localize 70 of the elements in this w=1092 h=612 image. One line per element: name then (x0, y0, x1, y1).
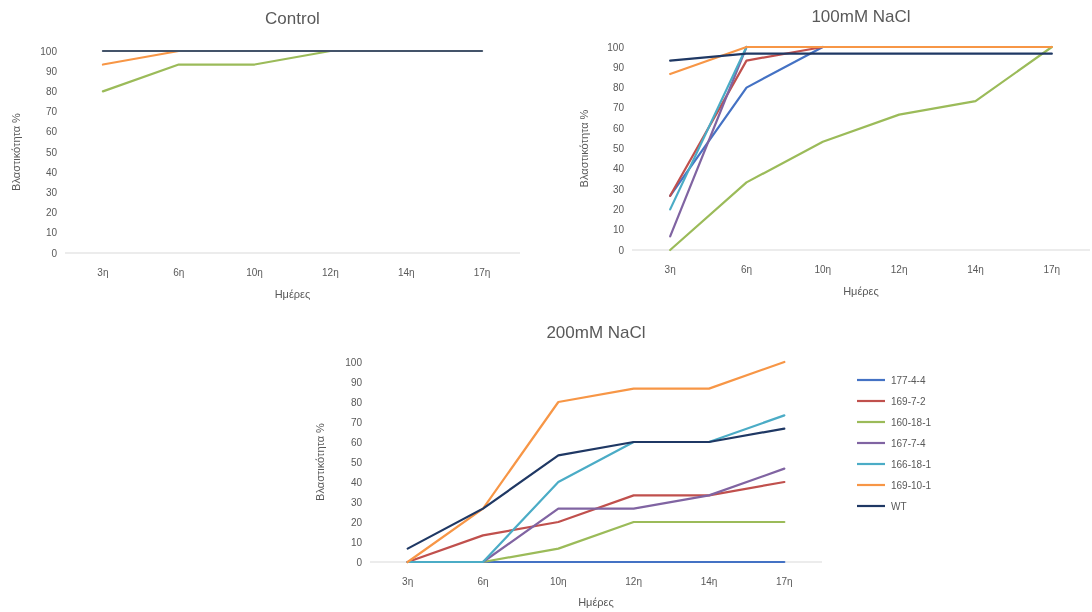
y-tick-label: 0 (356, 556, 363, 568)
legend-label: 177-4-4 (891, 374, 926, 386)
y-tick-label: 20 (45, 207, 58, 219)
y-tick-label: 30 (350, 496, 363, 508)
x-tick-label: 17η (1043, 264, 1061, 275)
y-tick-label: 50 (612, 143, 625, 154)
y-axis-title: Βλαστικότητα % (10, 112, 22, 191)
x-tick-label: 6η (740, 264, 753, 275)
y-tick-label: 90 (350, 376, 363, 388)
x-tick-label: 6η (173, 267, 185, 278)
line-series (669, 45, 1053, 252)
x-tick-label: 14η (397, 267, 415, 278)
x-tick-label: 14η (700, 576, 718, 587)
y-tick-label: 80 (45, 85, 58, 97)
y-tick-label: 60 (350, 436, 363, 448)
y-tick-label: 100 (607, 41, 625, 53)
x-tick-label: 3η (402, 576, 414, 587)
legend-label: 166-18-1 (891, 458, 932, 470)
y-tick-label: 20 (350, 516, 363, 528)
y-tick-label: 10 (45, 227, 58, 239)
y-tick-label: 40 (45, 166, 58, 178)
y-tick-label: 40 (612, 163, 625, 175)
legend-label: 167-7-4 (891, 437, 926, 449)
line-series (406, 360, 786, 564)
legend-label: 169-7-2 (891, 395, 926, 407)
y-tick-label: 90 (612, 61, 625, 73)
y-tick-label: 70 (612, 102, 625, 114)
x-tick-label: 17η (775, 576, 793, 587)
x-axis-title: Ημέρες (578, 596, 614, 608)
y-tick-label: 90 (45, 65, 58, 77)
y-tick-label: 100 (345, 356, 363, 368)
y-axis-title: Βλαστικότητα % (578, 109, 590, 188)
y-tick-label: 60 (45, 126, 58, 138)
y-tick-label: 0 (618, 244, 625, 256)
y-tick-label: 0 (51, 247, 58, 259)
y-tick-label: 80 (350, 396, 363, 408)
legend-label: 169-10-1 (891, 479, 932, 491)
y-tick-label: 40 (350, 476, 363, 488)
chart-title: Control (265, 9, 320, 28)
x-axis-title: Ημέρες (274, 288, 311, 300)
x-tick-label: 14η (967, 264, 984, 275)
y-tick-label: 10 (350, 536, 363, 548)
x-tick-label: 10η (549, 576, 567, 587)
y-tick-label: 80 (612, 82, 625, 94)
chart-title: 100mM NaCl (811, 7, 911, 26)
y-tick-label: 100 (40, 45, 58, 57)
x-tick-label: 10η (814, 264, 832, 275)
y-tick-label: 30 (612, 183, 625, 195)
legend-label: WT (891, 500, 907, 512)
y-tick-label: 70 (45, 106, 58, 118)
y-tick-label: 50 (350, 456, 363, 468)
legend-label: 160-18-1 (891, 416, 932, 428)
y-tick-label: 10 (612, 224, 625, 236)
x-tick-label: 12η (625, 576, 643, 587)
x-tick-label: 12η (890, 264, 908, 275)
line-series (406, 427, 786, 550)
y-tick-label: 70 (350, 416, 363, 428)
x-tick-label: 6η (477, 576, 489, 587)
y-tick-label: 20 (612, 203, 625, 215)
x-tick-label: 10η (246, 267, 263, 278)
x-tick-label: 3η (664, 264, 676, 275)
y-tick-label: 60 (612, 122, 625, 134)
y-tick-label: 50 (45, 146, 58, 158)
x-tick-label: 17η (473, 267, 491, 278)
y-axis-title: Βλαστικότητα % (314, 422, 326, 501)
x-tick-label: 12η (322, 267, 339, 278)
y-tick-label: 30 (45, 186, 58, 198)
x-axis-title: Ημέρες (843, 285, 879, 297)
x-tick-label: 3η (97, 267, 109, 278)
chart-title: 200mM NaCl (546, 323, 646, 342)
